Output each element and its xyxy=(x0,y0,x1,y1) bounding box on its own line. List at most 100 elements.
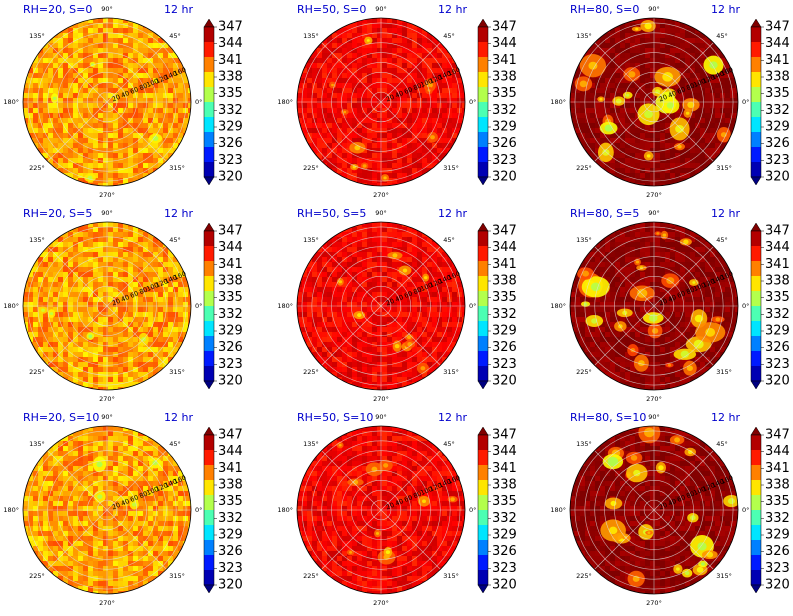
heatmap-cell xyxy=(188,123,193,128)
heatmap-cell xyxy=(28,103,33,108)
heatmap-cell xyxy=(402,168,407,173)
heatmap-cell xyxy=(158,113,163,118)
colorbar-block xyxy=(204,27,214,42)
heatmap-cell xyxy=(68,262,73,267)
heatmap-cell xyxy=(73,332,78,337)
angle-tick-label: 45° xyxy=(443,32,455,40)
heatmap-cell xyxy=(53,78,58,83)
heatmap-cell xyxy=(93,143,98,148)
heatmap-cell xyxy=(108,148,113,153)
heatmap-cell xyxy=(362,18,367,23)
heatmap-cell xyxy=(590,103,595,108)
heatmap-cell xyxy=(447,143,452,148)
heatmap-cell xyxy=(332,38,337,43)
heatmap-cell xyxy=(133,317,138,322)
heatmap-cell xyxy=(655,148,660,153)
heatmap-cell xyxy=(665,153,670,158)
heatmap-cell xyxy=(655,163,660,168)
heatmap-cell xyxy=(372,337,377,342)
heatmap-cell xyxy=(128,148,133,153)
heatmap-cell xyxy=(93,272,98,277)
heatmap-cell xyxy=(397,332,402,337)
heatmap-cell xyxy=(337,133,342,138)
heatmap-cell xyxy=(43,342,48,347)
heatmap-cell xyxy=(143,178,148,183)
heatmap-cell xyxy=(53,347,58,352)
heatmap-cell xyxy=(83,128,88,133)
heatmap-cell xyxy=(133,337,138,342)
heatmap-cell xyxy=(48,68,53,73)
heatmap-cell xyxy=(307,93,312,98)
heatmap-cell xyxy=(640,173,645,178)
heatmap-cell xyxy=(168,292,173,297)
heatmap-cell xyxy=(590,148,595,153)
angle-tick-label: 180° xyxy=(3,302,19,310)
heatmap-cell xyxy=(332,68,337,73)
heatmap-cell xyxy=(118,382,123,387)
heatmap-cell xyxy=(452,312,457,317)
heatmap-cell xyxy=(63,337,68,342)
heatmap-cell xyxy=(48,148,53,153)
heatmap-cell xyxy=(307,307,312,312)
heatmap-cell xyxy=(725,93,730,98)
heatmap-cell xyxy=(392,242,397,247)
heatmap-cell xyxy=(412,153,417,158)
polar-panel: 204060801001201401600°45°90°135°180°225°… xyxy=(277,3,517,199)
heatmap-cell xyxy=(337,292,342,297)
heatmap-cell xyxy=(153,332,158,337)
heatmap-cell xyxy=(392,28,397,33)
heatmap-cell xyxy=(630,168,635,173)
heatmap-cell xyxy=(312,337,317,342)
polar-panel: 204060801001201401600°45°90°135°180°225°… xyxy=(3,207,243,403)
heatmap-cell xyxy=(178,83,183,88)
colorbar-block xyxy=(204,231,214,246)
heatmap-cell xyxy=(620,43,625,48)
heatmap-cell xyxy=(327,307,332,312)
heatmap-cell xyxy=(342,237,347,242)
heatmap-cell xyxy=(63,287,68,292)
heatmap-cell xyxy=(327,312,332,317)
heatmap-cell xyxy=(422,133,427,138)
heatmap-cell xyxy=(452,53,457,58)
heatmap-cell xyxy=(58,262,63,267)
heatmap-cell xyxy=(447,327,452,332)
heatmap-cell xyxy=(168,108,173,113)
heatmap-cell xyxy=(392,38,397,43)
heatmap-cell xyxy=(98,53,103,58)
heatmap-cell xyxy=(108,138,113,143)
heatmap-cell xyxy=(422,307,427,312)
heatmap-cell xyxy=(317,287,322,292)
heatmap-cell xyxy=(367,108,372,113)
heatmap-cell xyxy=(118,252,123,257)
heatmap-cell xyxy=(725,113,730,118)
heatmap-cell xyxy=(665,118,670,123)
heatmap-cell xyxy=(78,28,83,33)
heatmap-cell xyxy=(585,43,590,48)
heatmap-cell xyxy=(93,262,98,267)
heatmap-cell xyxy=(108,163,113,168)
heatmap-cell xyxy=(88,252,93,257)
colorbar-tick-label: 338 xyxy=(765,70,790,85)
heatmap-cell xyxy=(73,362,78,367)
heatmap-cell xyxy=(73,357,78,362)
heatmap-cell xyxy=(108,317,113,322)
heatmap-cell xyxy=(327,88,332,93)
heatmap-cell xyxy=(417,163,422,168)
heatmap-cell xyxy=(307,83,312,88)
heatmap-cell xyxy=(352,352,357,357)
heatmap-cell xyxy=(337,38,342,43)
colorbar-tick-label: 338 xyxy=(218,274,243,289)
heatmap-cell xyxy=(327,113,332,118)
colorbar-tick-label: 320 xyxy=(492,170,517,185)
heatmap-cell xyxy=(108,372,113,377)
colorbar-tick-label: 338 xyxy=(492,70,517,85)
heatmap-cell xyxy=(43,78,48,83)
heatmap-cell xyxy=(695,53,700,58)
heatmap-cell xyxy=(148,272,153,277)
heatmap-cell xyxy=(38,63,43,68)
heatmap-cell xyxy=(322,93,327,98)
panel-title: RH=80, S=0 xyxy=(570,3,639,16)
heatmap-cell xyxy=(332,133,337,138)
heatmap-cell xyxy=(93,297,98,302)
